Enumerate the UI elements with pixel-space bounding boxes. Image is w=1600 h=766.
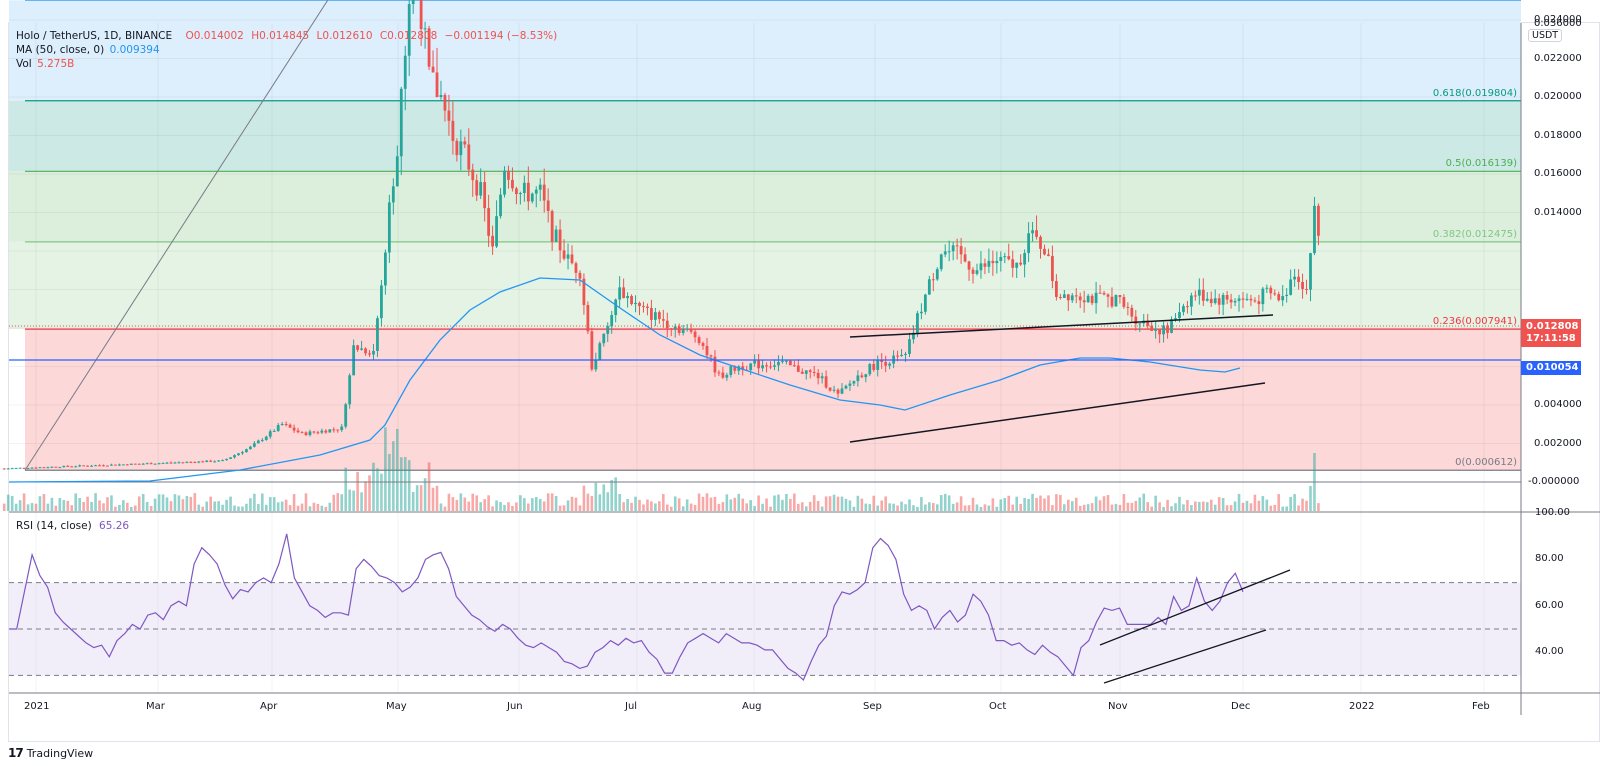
rsi-channel-upper: [1099, 569, 1291, 646]
fib-level-label: 0.618(0.019804): [1432, 87, 1517, 99]
price-tick: 0.036000: [1534, 18, 1582, 29]
price-tick: 0.016000: [1534, 168, 1582, 179]
volume-label: Vol: [16, 58, 32, 70]
candlesticks: [2, 0, 1320, 470]
fib-level-label: 0.5(0.016139): [1445, 158, 1517, 170]
rsi-tick: 100.00: [1535, 507, 1570, 518]
tradingview-logo[interactable]: 17 TradingView: [8, 746, 93, 760]
change-value: −0.001194 (−8.53%): [444, 30, 558, 42]
time-tick: Oct: [989, 701, 1007, 712]
ma-label: MA (50, close, 0): [16, 44, 105, 56]
fib-anchor-line: [24, 0, 329, 471]
symbol-name: Holo / TetherUS, 1D, BINANCE: [16, 30, 173, 42]
rsi-tick: 40.00: [1535, 646, 1564, 658]
currency-unit-badge[interactable]: USDT: [1528, 29, 1563, 42]
rsi-line: [9, 533, 1244, 682]
upper-trendline: [849, 314, 1274, 338]
time-tick: 2021: [24, 701, 50, 712]
price-tick: 0.004000: [1534, 399, 1582, 410]
fib-zone-236: [25, 329, 1521, 471]
high-value: H0.014845: [251, 30, 310, 42]
plot-area: [2, 0, 1521, 693]
fib-zone-5: [9, 171, 1521, 242]
ma50-line: [8, 277, 1241, 483]
rsi-pane: [9, 533, 1521, 684]
time-tick: Jul: [625, 701, 638, 712]
open-value: O0.014002: [185, 30, 244, 42]
last-price-tag: 0.012808 17:11:58: [1521, 319, 1581, 347]
horizontal-line-price-tag: 0.010054: [1521, 361, 1581, 375]
horizontal-line-price: 0.010054: [1526, 362, 1579, 373]
rsi-tick: 80.00: [1535, 553, 1564, 565]
time-tick: Nov: [1108, 701, 1128, 712]
price-tick: 0.022000: [1534, 52, 1582, 64]
last-price-value: 0.012808: [1526, 321, 1579, 332]
series-legend: Holo / TetherUS, 1D, BINANCE O0.014002 H…: [16, 29, 557, 71]
fib-level-label: 0(0.000612): [1455, 457, 1517, 469]
volume-value: 5.275B: [37, 58, 75, 70]
fib-level-label: 0.382(0.012475): [1432, 228, 1517, 240]
price-tick: 0.014000: [1534, 206, 1582, 218]
rsi-label: RSI (14, close): [16, 520, 92, 532]
time-tick: May: [386, 701, 407, 712]
time-tick: Feb: [1472, 701, 1490, 712]
close-value: C0.012808: [379, 30, 438, 42]
tradingview-mark-icon: 17: [8, 746, 24, 760]
time-tick: Aug: [742, 701, 762, 712]
ma-value: 0.009394: [109, 44, 160, 56]
price-tick: 0.018000: [1534, 129, 1582, 141]
price-tick: 0.002000: [1534, 437, 1582, 449]
symbol-legend-row: Holo / TetherUS, 1D, BINANCE O0.014002 H…: [16, 29, 557, 43]
lower-trendline: [849, 382, 1266, 443]
rsi-legend[interactable]: RSI (14, close) 65.26: [16, 520, 129, 532]
time-tick: Sep: [863, 701, 882, 712]
rsi-channel-lower: [1103, 629, 1267, 684]
rsi-value: 65.26: [99, 520, 130, 532]
bar-countdown: 17:11:58: [1526, 333, 1576, 344]
fib-zone-786: [9, 0, 1521, 101]
time-tick: Apr: [260, 701, 278, 712]
fib-zone-618: [9, 100, 1521, 172]
rsi-tick: 60.00: [1535, 599, 1564, 611]
tradingview-brand: TradingView: [26, 746, 94, 760]
low-value: L0.012610: [316, 30, 373, 42]
time-tick: Jun: [507, 701, 523, 712]
ma-legend-row[interactable]: MA (50, close, 0) 0.009394: [16, 43, 557, 57]
fib-level-label: 0.236(0.007941): [1432, 316, 1517, 328]
time-tick: Mar: [146, 701, 165, 712]
volume-legend-row[interactable]: Vol 5.275B: [16, 57, 557, 71]
time-tick: 2022: [1349, 701, 1375, 712]
price-tick: -0.000000: [1528, 476, 1580, 487]
time-tick: Dec: [1231, 701, 1251, 712]
price-tick: 0.020000: [1534, 91, 1582, 102]
price-tick: 0.024000: [1534, 14, 1582, 25]
